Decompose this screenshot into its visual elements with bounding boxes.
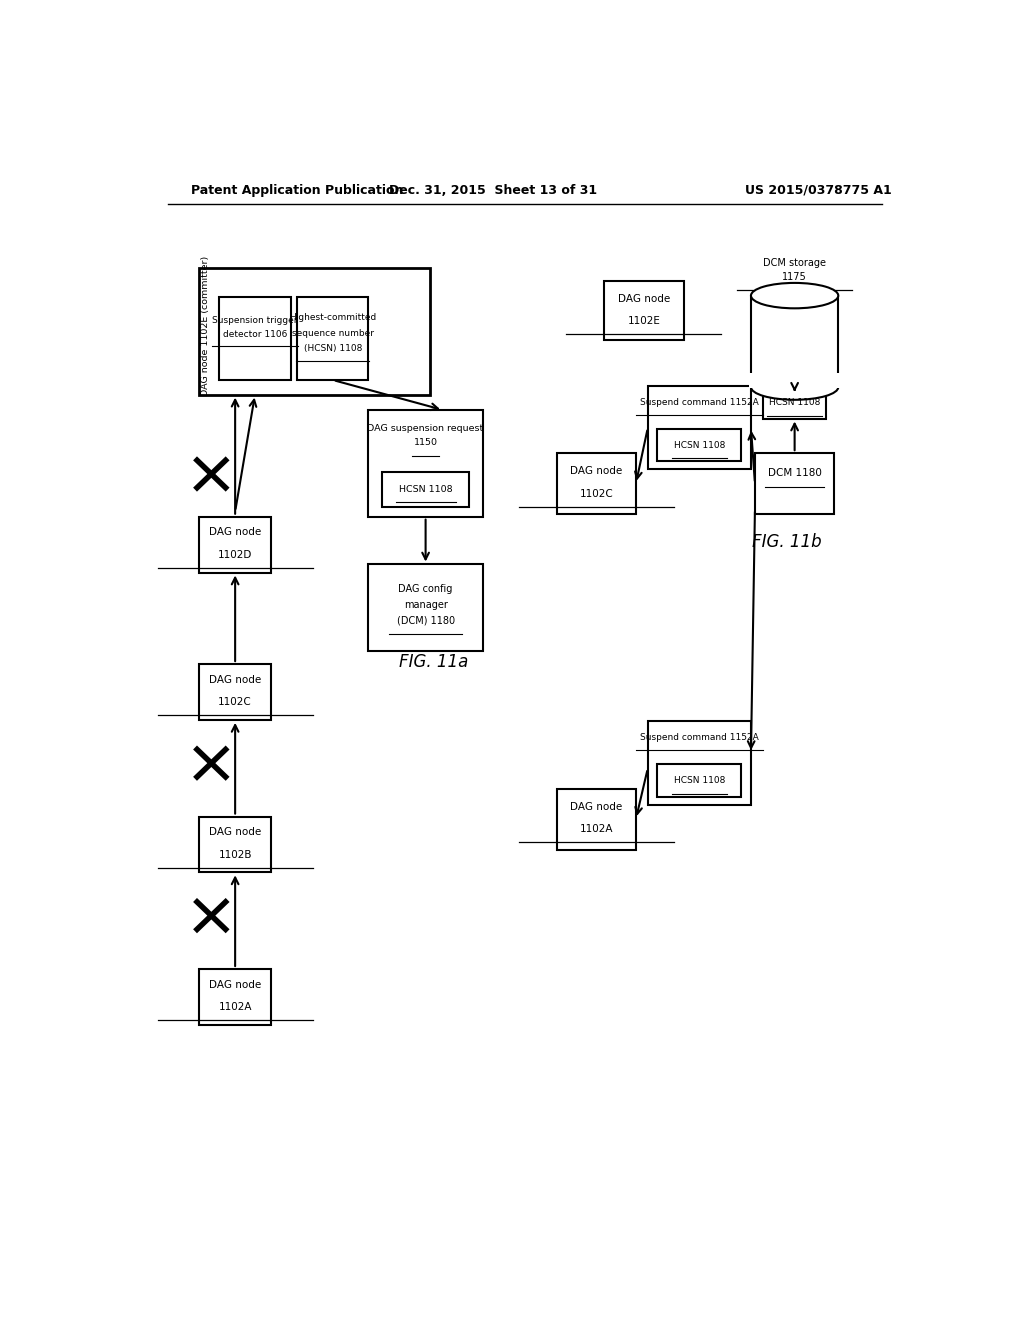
Bar [382, 473, 469, 507]
Bar [751, 296, 839, 387]
Text: DAG node: DAG node [570, 466, 623, 477]
Text: DAG node: DAG node [209, 675, 261, 685]
Text: 1102D: 1102D [218, 550, 252, 560]
Text: manager: manager [403, 599, 447, 610]
Bar [604, 281, 684, 341]
Text: FIG. 11a: FIG. 11a [399, 652, 468, 671]
Bar [368, 565, 483, 651]
Text: DCM 1180: DCM 1180 [768, 469, 821, 478]
Bar [755, 453, 835, 515]
Text: US 2015/0378775 A1: US 2015/0378775 A1 [745, 183, 892, 197]
Bar [200, 969, 270, 1024]
Text: 1102C: 1102C [218, 697, 252, 708]
Text: sequence number: sequence number [292, 329, 374, 338]
Text: Dec. 31, 2015  Sheet 13 of 31: Dec. 31, 2015 Sheet 13 of 31 [389, 183, 597, 197]
Text: DCM storage: DCM storage [763, 257, 826, 268]
Bar [657, 429, 741, 461]
Text: DAG node: DAG node [209, 828, 261, 837]
Text: 1175: 1175 [782, 272, 807, 281]
Bar [297, 297, 369, 380]
Bar [556, 453, 636, 515]
Text: 1102B: 1102B [218, 850, 252, 859]
Text: HCSN 1108: HCSN 1108 [674, 441, 725, 450]
Text: DAG node: DAG node [617, 293, 670, 304]
Text: 1102C: 1102C [580, 488, 613, 499]
Ellipse shape [751, 282, 839, 309]
Text: DAG node: DAG node [209, 979, 261, 990]
Bar [657, 764, 741, 797]
Text: (HCSN) 1108: (HCSN) 1108 [303, 345, 361, 352]
Text: 1102E: 1102E [628, 315, 660, 326]
Text: DAG node 1102E (committer): DAG node 1102E (committer) [202, 256, 210, 396]
Bar [368, 411, 483, 516]
Bar [750, 374, 840, 388]
Text: Patent Application Publication: Patent Application Publication [191, 183, 403, 197]
Bar [219, 297, 291, 380]
Text: Suspend command 1152A: Suspend command 1152A [640, 733, 759, 742]
Text: DAG config: DAG config [398, 585, 453, 594]
Text: HCSN 1108: HCSN 1108 [769, 397, 820, 407]
Text: 1150: 1150 [414, 438, 437, 447]
Bar [200, 516, 270, 573]
Text: FIG. 11b: FIG. 11b [752, 532, 821, 550]
Text: (DCM) 1180: (DCM) 1180 [396, 616, 455, 626]
Bar [200, 664, 270, 719]
Bar [200, 817, 270, 873]
Bar [556, 788, 636, 850]
Text: Highest-committed: Highest-committed [289, 313, 377, 322]
Text: Suspend command 1152A: Suspend command 1152A [640, 397, 759, 407]
Text: 1102A: 1102A [580, 824, 613, 834]
Text: Suspension trigger: Suspension trigger [212, 315, 298, 325]
Text: DAG suspension request: DAG suspension request [368, 424, 483, 433]
Bar [648, 385, 751, 470]
Ellipse shape [751, 375, 839, 400]
Text: HCSN 1108: HCSN 1108 [398, 484, 453, 494]
Bar [200, 268, 430, 395]
Text: detector 1106: detector 1106 [223, 330, 287, 339]
Bar [648, 722, 751, 805]
Text: 1102A: 1102A [218, 1002, 252, 1012]
Bar [763, 385, 826, 418]
Text: DAG node: DAG node [570, 801, 623, 812]
Text: HCSN 1108: HCSN 1108 [674, 776, 725, 785]
Text: DAG node: DAG node [209, 528, 261, 537]
